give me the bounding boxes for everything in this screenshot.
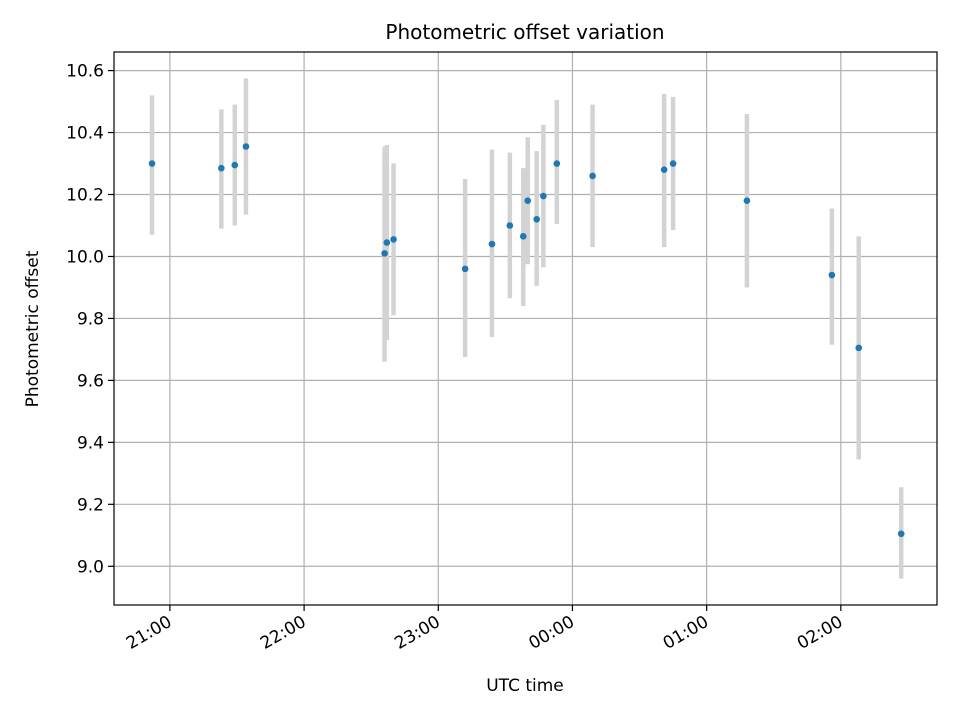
y-tick-label: 9.8 xyxy=(77,309,104,329)
data-point xyxy=(390,236,397,243)
data-point xyxy=(828,271,836,279)
data-point xyxy=(148,160,156,167)
data-point xyxy=(383,239,391,246)
y-tick-label: 9.2 xyxy=(77,495,104,515)
data-point xyxy=(218,164,225,172)
data-point xyxy=(488,240,496,248)
data-point xyxy=(669,160,677,167)
y-tick-label: 9.0 xyxy=(77,557,104,577)
y-tick-label: 10.0 xyxy=(66,247,104,267)
y-tick-label: 9.4 xyxy=(77,433,104,453)
data-point xyxy=(743,197,751,205)
data-point xyxy=(855,344,863,352)
y-tick-label: 10.2 xyxy=(66,186,104,206)
y-axis-label: Photometric offset xyxy=(23,250,43,407)
data-point xyxy=(589,172,596,180)
data-point xyxy=(553,160,561,167)
data-point xyxy=(242,143,250,150)
y-tick-label: 9.6 xyxy=(77,371,104,391)
data-point xyxy=(461,265,469,273)
y-tick-label: 10.6 xyxy=(66,62,104,82)
y-tick-label: 10.4 xyxy=(66,124,104,144)
data-point xyxy=(519,233,527,240)
x-axis-label: UTC time xyxy=(486,676,564,696)
plot-frame xyxy=(113,51,938,606)
data-point xyxy=(524,197,532,205)
point-layer xyxy=(148,143,905,538)
data-point xyxy=(897,530,905,538)
chart-title: Photometric offset variation xyxy=(385,20,664,44)
data-point xyxy=(231,161,239,169)
data-point xyxy=(660,166,668,174)
data-point xyxy=(540,192,547,200)
data-point xyxy=(506,222,514,229)
data-point xyxy=(533,215,540,223)
data-point xyxy=(381,250,388,257)
